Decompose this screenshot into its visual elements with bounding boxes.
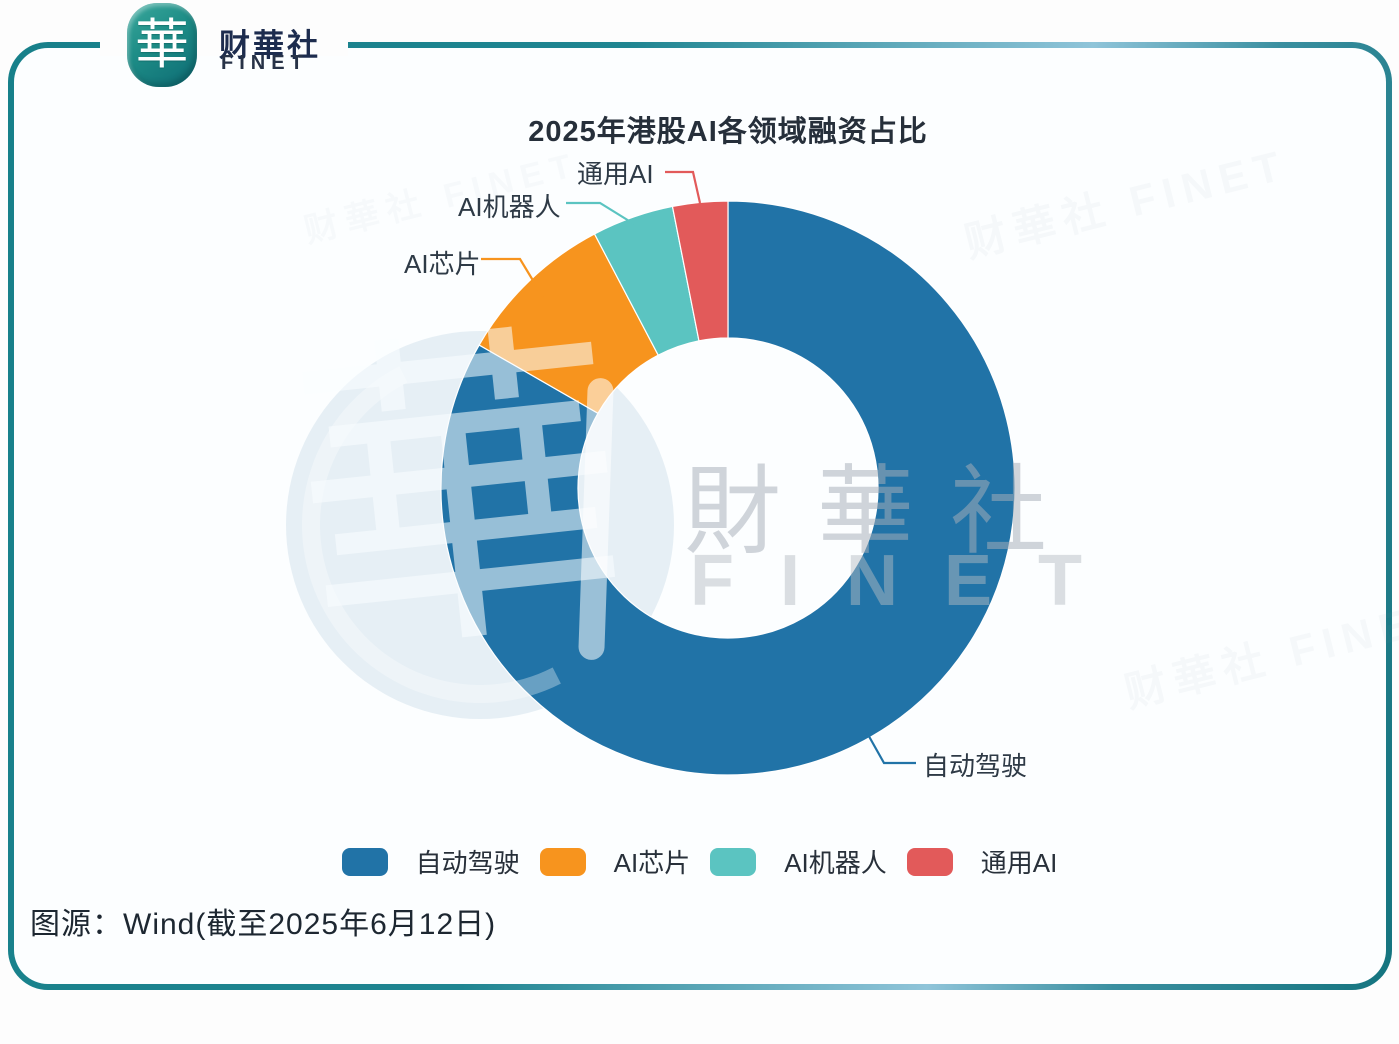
legend-item-0: 自动驾驶 [341, 843, 520, 880]
legend-label: 通用AI [980, 848, 1058, 878]
legend-swatch [539, 847, 586, 876]
legend-label: AI芯片 [613, 848, 691, 878]
brand-name-cn: 财華社 [219, 28, 321, 63]
brand-logo: 華 [127, 3, 197, 87]
legend-swatch [341, 847, 388, 876]
callout-leader-line [481, 257, 544, 298]
callout-leader-line [665, 170, 702, 204]
brand-name-en: FINET [221, 52, 309, 74]
pie-slice-3 [671, 200, 729, 342]
callout-leader-line [566, 201, 635, 225]
slice-callout-label: AI机器人 [458, 192, 561, 222]
legend-label: AI机器人 [784, 848, 887, 878]
brand-logo-glyph: 華 [135, 13, 189, 76]
chart-legend: 自动驾驶 AI芯片 AI机器人 通用AI [0, 843, 1399, 880]
chart-title: 2025年港股AI各领域融资占比 [528, 116, 928, 148]
legend-swatch [710, 847, 757, 876]
slice-callout-label: AI芯片 [404, 249, 481, 279]
legend-item-2: AI机器人 [710, 843, 887, 880]
source-note: 图源：Wind(截至2025年6月12日) [30, 908, 497, 941]
center-watermark-en: FINET [690, 541, 1128, 621]
legend-swatch [906, 847, 953, 876]
slice-callout-label: 自动驾驶 [923, 751, 1028, 781]
callout-leader-line [865, 730, 916, 765]
legend-item-3: 通用AI [906, 843, 1058, 880]
legend-item-1: AI芯片 [539, 843, 691, 880]
legend-label: 自动驾驶 [415, 848, 520, 878]
slice-callout-label: 通用AI [577, 159, 654, 189]
center-watermark-cn: 財華社 [684, 455, 1083, 568]
